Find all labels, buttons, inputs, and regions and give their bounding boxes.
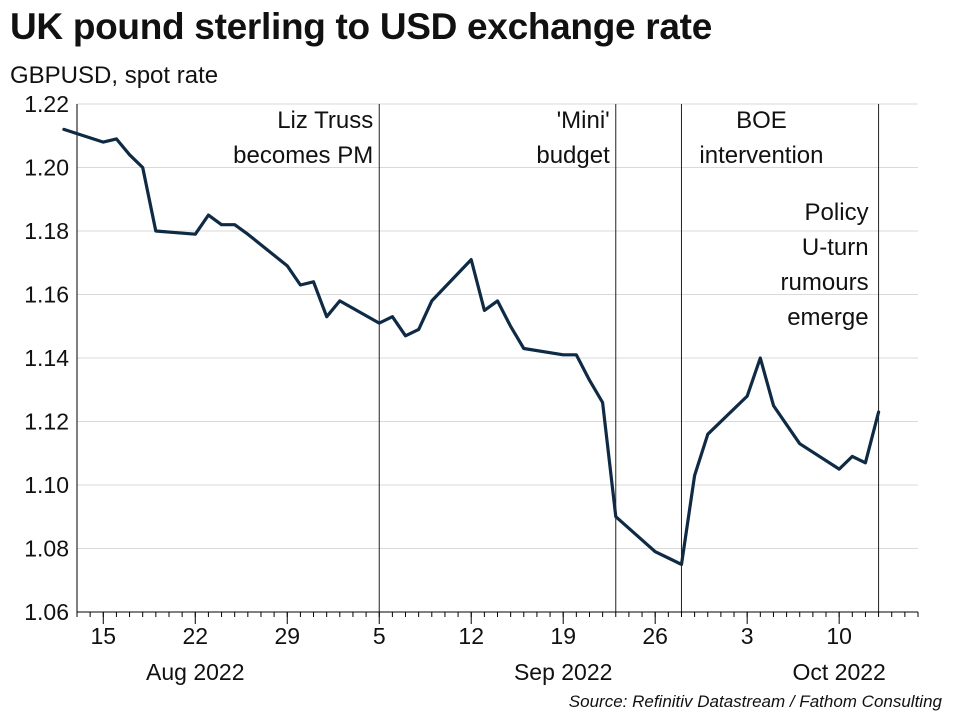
month-label: Oct 2022 <box>792 659 885 685</box>
y-tick-label: 1.20 <box>24 155 69 181</box>
event-annotation: intervention <box>699 142 823 169</box>
event-annotation: BOE <box>736 107 787 134</box>
chart-title: UK pound sterling to USD exchange rate <box>10 6 712 47</box>
y-tick-label: 1.22 <box>24 91 69 117</box>
y-tick-label: 1.08 <box>24 536 69 562</box>
event-annotation: 'Mini' <box>557 107 610 134</box>
event-annotation: budget <box>536 142 610 169</box>
x-tick-label: 29 <box>274 623 300 649</box>
event-annotation: Liz Truss <box>277 107 373 134</box>
event-annotation: Policy <box>805 199 869 226</box>
event-markers <box>378 104 880 612</box>
x-tick-label: 10 <box>826 623 852 649</box>
gridlines <box>77 103 918 613</box>
y-tick-label: 1.06 <box>24 599 69 625</box>
source-note: Source: Refinitiv Datastream / Fathom Co… <box>568 692 942 711</box>
x-tick-label: 12 <box>458 623 484 649</box>
event-annotation: emerge <box>787 304 868 331</box>
x-tick-label: 15 <box>90 623 116 649</box>
axis-labels: 1.06 1.08 1.10 1.12 1.14 1.16 1.18 1.20 1.22 15 22… <box>24 91 886 685</box>
y-tick-label: 1.16 <box>24 282 69 308</box>
chart-subtitle: GBPUSD, spot rate <box>10 62 219 89</box>
y-tick-label: 1.18 <box>24 218 69 244</box>
x-tick-label: 3 <box>741 623 754 649</box>
event-annotation: becomes PM <box>233 142 373 169</box>
x-tick-label: 26 <box>642 623 668 649</box>
month-label: Aug 2022 <box>146 659 244 685</box>
x-tick-label: 5 <box>373 623 386 649</box>
event-annotation: U-turn <box>802 234 869 261</box>
x-tick-label: 22 <box>182 623 208 649</box>
month-label: Sep 2022 <box>514 659 612 685</box>
series-layer <box>62 127 881 566</box>
gbpusd-series-line <box>62 127 881 566</box>
y-tick-label: 1.12 <box>24 409 69 435</box>
event-annotation: rumours <box>781 269 869 296</box>
y-tick-label: 1.14 <box>24 345 69 371</box>
axes <box>76 104 919 624</box>
x-tick-label: 19 <box>550 623 576 649</box>
y-tick-label: 1.10 <box>24 472 69 498</box>
